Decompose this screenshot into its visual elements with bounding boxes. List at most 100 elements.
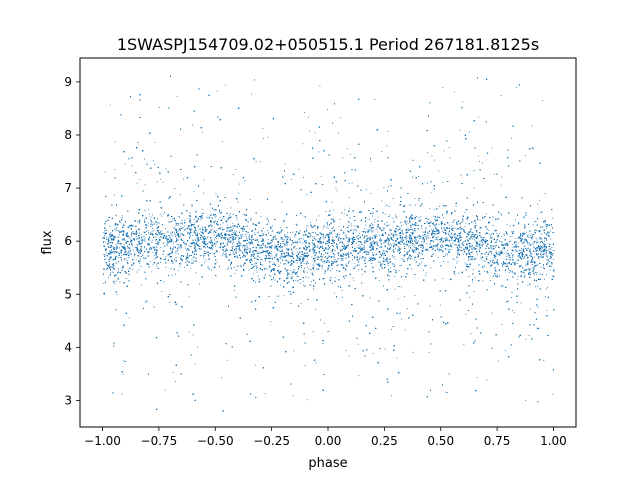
scatter-point bbox=[109, 272, 111, 273]
scatter-point bbox=[198, 245, 200, 247]
scatter-point bbox=[520, 302, 522, 304]
scatter-point bbox=[234, 290, 235, 291]
scatter-point bbox=[541, 100, 543, 102]
scatter-point bbox=[292, 395, 294, 397]
scatter-point bbox=[302, 257, 304, 259]
scatter-point bbox=[161, 291, 163, 293]
scatter-point bbox=[353, 279, 355, 281]
scatter-point bbox=[334, 277, 336, 278]
scatter-point bbox=[528, 335, 530, 336]
scatter-point bbox=[311, 242, 313, 244]
scatter-point bbox=[545, 252, 547, 254]
scatter-point bbox=[359, 245, 361, 247]
scatter-point bbox=[327, 227, 329, 229]
scatter-point bbox=[304, 364, 306, 366]
scatter-point bbox=[409, 254, 411, 256]
scatter-point bbox=[118, 236, 120, 238]
scatter-point bbox=[410, 232, 412, 234]
scatter-point bbox=[372, 252, 373, 254]
scatter-point bbox=[527, 284, 529, 286]
scatter-point bbox=[339, 219, 341, 220]
scatter-point bbox=[273, 236, 275, 238]
scatter-point bbox=[376, 242, 378, 244]
scatter-point bbox=[545, 240, 547, 242]
scatter-point bbox=[171, 220, 173, 222]
scatter-point bbox=[156, 249, 158, 251]
scatter-point bbox=[161, 230, 163, 232]
scatter-point bbox=[391, 233, 392, 235]
scatter-point bbox=[397, 246, 399, 248]
scatter-point bbox=[220, 236, 221, 237]
scatter-point bbox=[392, 255, 393, 257]
scatter-point bbox=[158, 222, 160, 224]
scatter-point bbox=[395, 241, 397, 243]
scatter-point bbox=[324, 256, 326, 258]
scatter-point bbox=[499, 254, 501, 256]
scatter-point bbox=[441, 220, 442, 222]
scatter-point bbox=[469, 296, 470, 298]
scatter-point bbox=[211, 269, 212, 271]
scatter-point bbox=[158, 237, 160, 239]
scatter-point bbox=[331, 201, 333, 203]
scatter-point bbox=[260, 215, 262, 217]
scatter-point bbox=[125, 257, 127, 259]
scatter-point bbox=[155, 263, 157, 265]
scatter-point bbox=[450, 239, 452, 241]
scatter-point bbox=[213, 267, 215, 269]
scatter-point bbox=[449, 232, 451, 234]
scatter-point bbox=[165, 266, 167, 268]
scatter-point bbox=[509, 254, 511, 256]
scatter-point bbox=[369, 249, 371, 251]
scatter-point bbox=[332, 246, 334, 248]
scatter-point bbox=[226, 268, 228, 270]
scatter-point bbox=[223, 237, 224, 239]
scatter-point bbox=[344, 278, 346, 279]
scatter-point bbox=[414, 198, 416, 199]
scatter-point bbox=[522, 267, 524, 269]
scatter-point bbox=[125, 277, 127, 279]
scatter-point bbox=[108, 256, 110, 258]
scatter-point bbox=[192, 262, 194, 264]
scatter-point bbox=[392, 235, 394, 237]
scatter-point bbox=[330, 245, 332, 247]
scatter-point bbox=[280, 227, 282, 228]
scatter-point bbox=[318, 252, 320, 254]
scatter-point bbox=[341, 241, 343, 243]
scatter-point bbox=[448, 147, 450, 149]
scatter-point bbox=[534, 241, 536, 243]
scatter-point bbox=[134, 255, 135, 257]
scatter-point bbox=[547, 232, 549, 234]
scatter-point bbox=[174, 251, 176, 253]
scatter-point bbox=[546, 254, 548, 256]
scatter-point bbox=[204, 236, 206, 237]
scatter-point bbox=[481, 259, 483, 261]
scatter-point bbox=[382, 260, 384, 261]
scatter-point bbox=[500, 213, 502, 215]
scatter-point bbox=[220, 242, 222, 244]
scatter-point bbox=[181, 247, 183, 249]
scatter-point bbox=[456, 262, 458, 264]
scatter-point bbox=[467, 240, 469, 242]
scatter-point bbox=[227, 224, 229, 226]
scatter-point bbox=[352, 277, 354, 279]
scatter-point bbox=[142, 255, 144, 256]
scatter-point bbox=[310, 235, 311, 237]
scatter-point bbox=[418, 240, 419, 242]
scatter-point bbox=[449, 157, 451, 159]
scatter-point bbox=[193, 223, 195, 225]
scatter-point bbox=[319, 85, 321, 87]
scatter-point bbox=[258, 231, 259, 233]
scatter-point bbox=[472, 236, 474, 238]
scatter-point bbox=[128, 226, 130, 228]
scatter-point bbox=[315, 362, 317, 364]
scatter-point bbox=[296, 262, 298, 264]
scatter-point bbox=[405, 224, 407, 226]
scatter-point bbox=[156, 181, 158, 183]
scatter-point bbox=[373, 256, 375, 258]
scatter-point bbox=[328, 266, 330, 268]
scatter-point bbox=[535, 272, 537, 273]
scatter-point bbox=[270, 275, 272, 277]
scatter-point bbox=[123, 243, 125, 245]
scatter-point bbox=[538, 247, 540, 249]
scatter-point bbox=[202, 257, 204, 259]
